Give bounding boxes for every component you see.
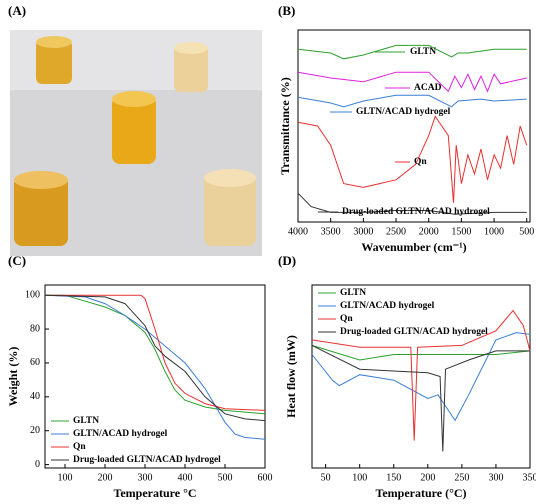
series-line [297,115,528,203]
x-tick-label: 150 [386,472,401,483]
x-axis-label: Temperature (°C) [375,486,466,500]
series-line [311,344,530,452]
y-tick-label: 100 [25,289,40,300]
legend-label: GLTN/ACAD hydrogel [73,429,168,439]
y-axis-label: Heat flow (mW) [284,335,298,418]
y-tick-label: 0 [35,459,40,470]
series-line [297,192,527,215]
x-tick-label: 200 [420,472,435,483]
x-tick-label: 500 [519,226,534,237]
photo [10,30,262,256]
plot-frame [297,29,531,223]
legend-label: GLTN/ACAD hydrogel [356,107,451,117]
panel-title: (A) [8,3,26,18]
y-tick-label: 40 [30,391,40,402]
series-line [297,44,527,60]
legend-label: Drug-loaded GLTN/ACAD hydrogel [342,207,490,217]
x-tick-label: 2500 [386,226,406,237]
series-line [44,294,266,440]
x-axis-label: Temperature °C [113,486,196,500]
panel-title: (D) [278,253,296,268]
series-line [44,294,266,422]
plot-frame [44,284,266,469]
series-line [311,332,531,422]
legend-label: GLTN/ACAD hydrogel [340,301,435,311]
x-tick-label: 1000 [484,226,504,237]
x-tick-label: 350 [523,472,536,483]
legend-label: GLTN [73,416,99,426]
x-tick-label: 600 [258,472,273,483]
legend-label: Drug-loaded GLTN/ACAD hydrogel [340,327,488,337]
y-tick-label: 20 [30,425,40,436]
x-tick-label: 200 [98,472,113,483]
legend-label: Qn [73,442,86,452]
legend-label: Qn [340,314,353,324]
legend-label: GLTN [340,288,366,298]
series-line [45,294,266,411]
y-axis-label: Weight (%) [6,347,20,407]
plot-frame [311,284,531,469]
x-tick-label: 1500 [451,226,471,237]
series-line [311,344,531,361]
x-tick-label: 3000 [353,226,373,237]
x-tick-label: 100 [58,472,73,483]
series-line [297,71,527,93]
x-tick-label: 500 [218,472,233,483]
y-tick-label: 60 [30,357,40,368]
panel-title: (B) [278,3,295,18]
y-tick-label: 80 [30,323,40,334]
x-tick-label: 3500 [321,226,341,237]
x-tick-label: 300 [138,472,153,483]
x-tick-label: 2000 [419,226,439,237]
legend-label: GLTN [410,47,436,57]
x-tick-label: 250 [454,472,469,483]
x-tick-label: 400 [178,472,193,483]
series-line [297,94,527,108]
x-tick-label: 100 [352,472,367,483]
x-tick-label: 300 [488,472,503,483]
y-axis-label: Transmittance (%) [278,77,292,174]
legend-label: ACAD [414,83,442,93]
series-line [45,294,266,415]
legend-label: Qn [414,157,427,167]
panel-title: (C) [8,253,26,268]
x-axis-label: Wavenumber (cm⁻¹) [361,240,466,254]
x-tick-label: 4000 [288,226,308,237]
legend-label: Drug-loaded GLTN/ACAD hydrogel [73,455,221,465]
series-line [311,309,531,441]
x-tick-label: 50 [321,472,331,483]
